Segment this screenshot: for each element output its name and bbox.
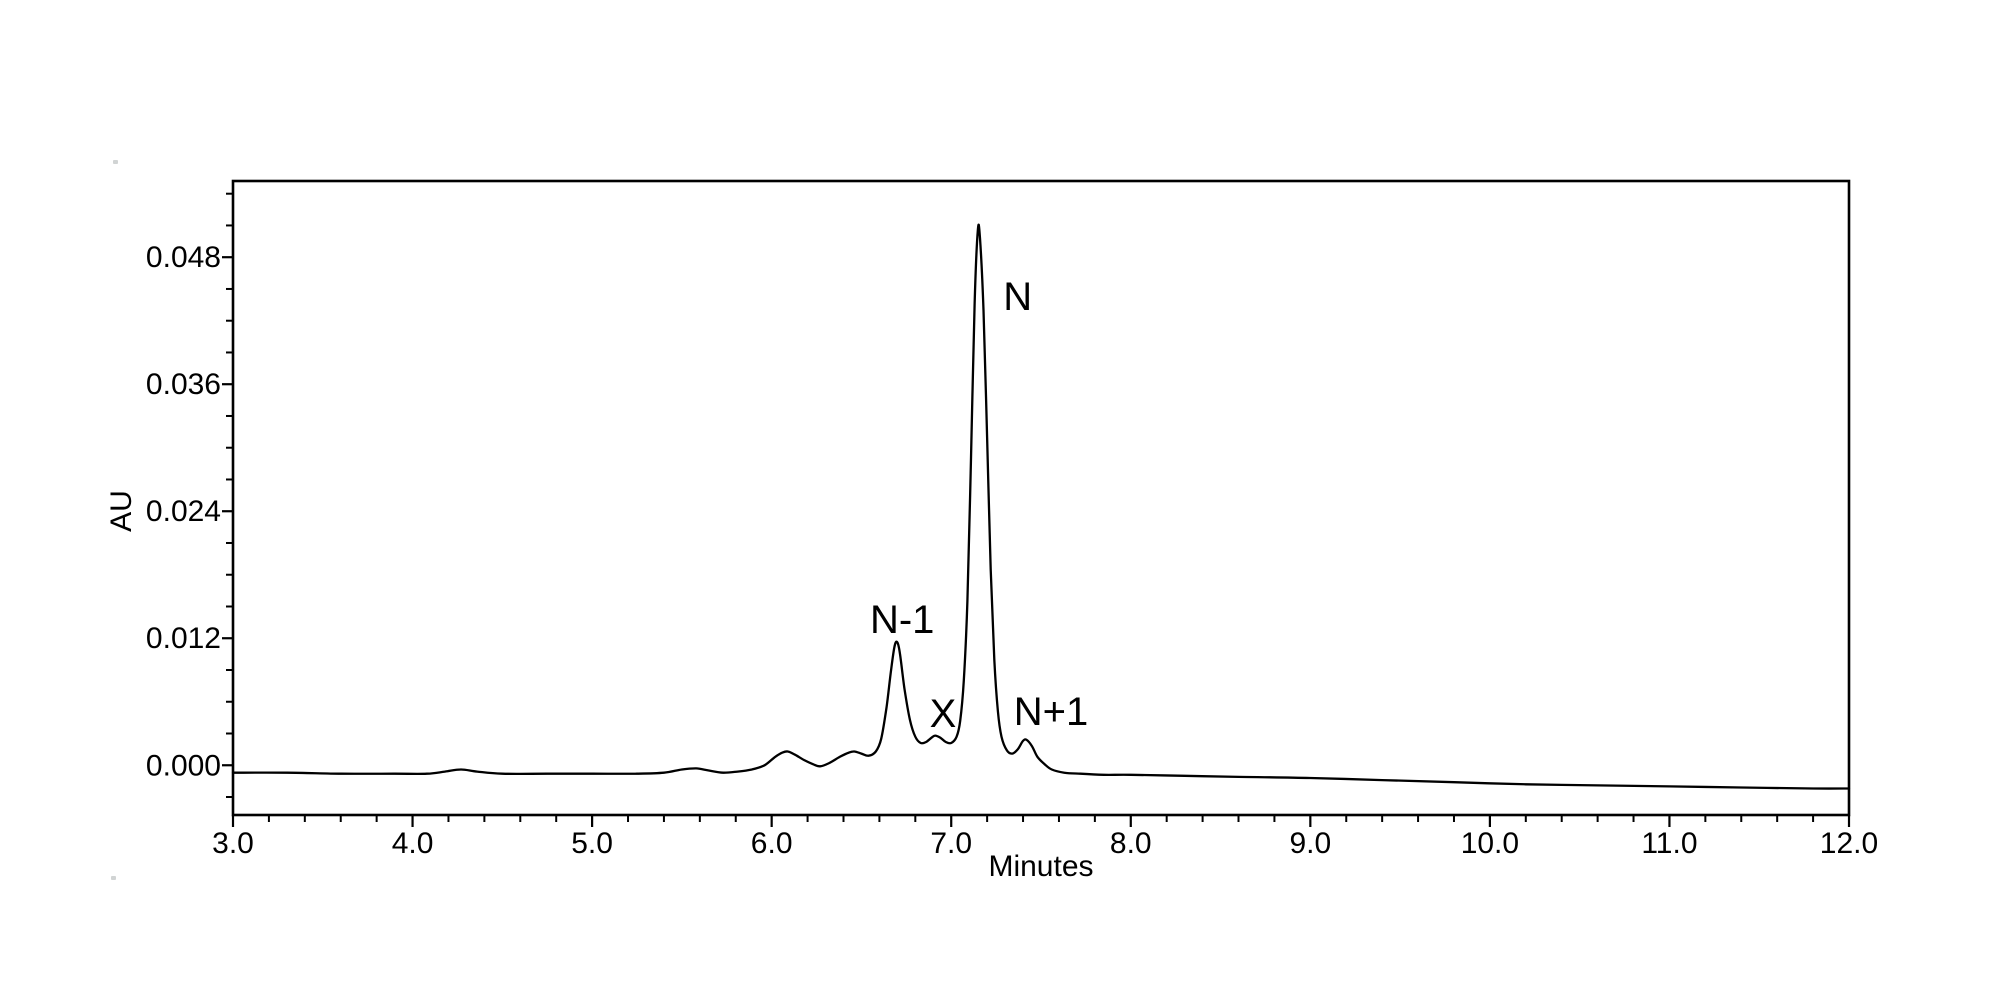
x-axis-title: Minutes bbox=[988, 850, 1093, 883]
x-axis-tick-label: 7.0 bbox=[930, 827, 972, 860]
plot-frame bbox=[231, 179, 1851, 817]
peak-label-Nplus1: N+1 bbox=[1014, 690, 1089, 734]
x-axis-tick-label: 5.0 bbox=[571, 827, 613, 860]
x-axis-tick-label: 8.0 bbox=[1110, 827, 1152, 860]
peak-label-N-1: N-1 bbox=[870, 598, 934, 642]
y-axis-tick-label: 0.000 bbox=[146, 749, 221, 782]
chromatogram-trace bbox=[231, 223, 1851, 790]
x-axis-tick-label: 9.0 bbox=[1289, 827, 1331, 860]
peak-label-X: X bbox=[930, 692, 957, 736]
y-axis-tick-label: 0.012 bbox=[146, 622, 221, 655]
x-axis-tick-label: 3.0 bbox=[212, 827, 254, 860]
scan-artifact-dot bbox=[113, 160, 118, 164]
x-axis-tick-label: 4.0 bbox=[392, 827, 434, 860]
peak-label-N: N bbox=[1003, 275, 1032, 319]
x-axis-tick-label: 11.0 bbox=[1641, 827, 1697, 860]
x-axis-tick-label: 10.0 bbox=[1461, 827, 1519, 860]
y-axis-title: AU bbox=[105, 490, 138, 532]
scan-artifact-dot bbox=[111, 876, 116, 880]
x-axis-tick-label: 12.0 bbox=[1820, 827, 1878, 860]
x-axis-tick-label: 6.0 bbox=[751, 827, 793, 860]
y-axis-tick-label: 0.024 bbox=[146, 495, 221, 528]
y-axis-tick-label: 0.048 bbox=[146, 241, 221, 274]
y-axis-tick-label: 0.036 bbox=[146, 368, 221, 401]
